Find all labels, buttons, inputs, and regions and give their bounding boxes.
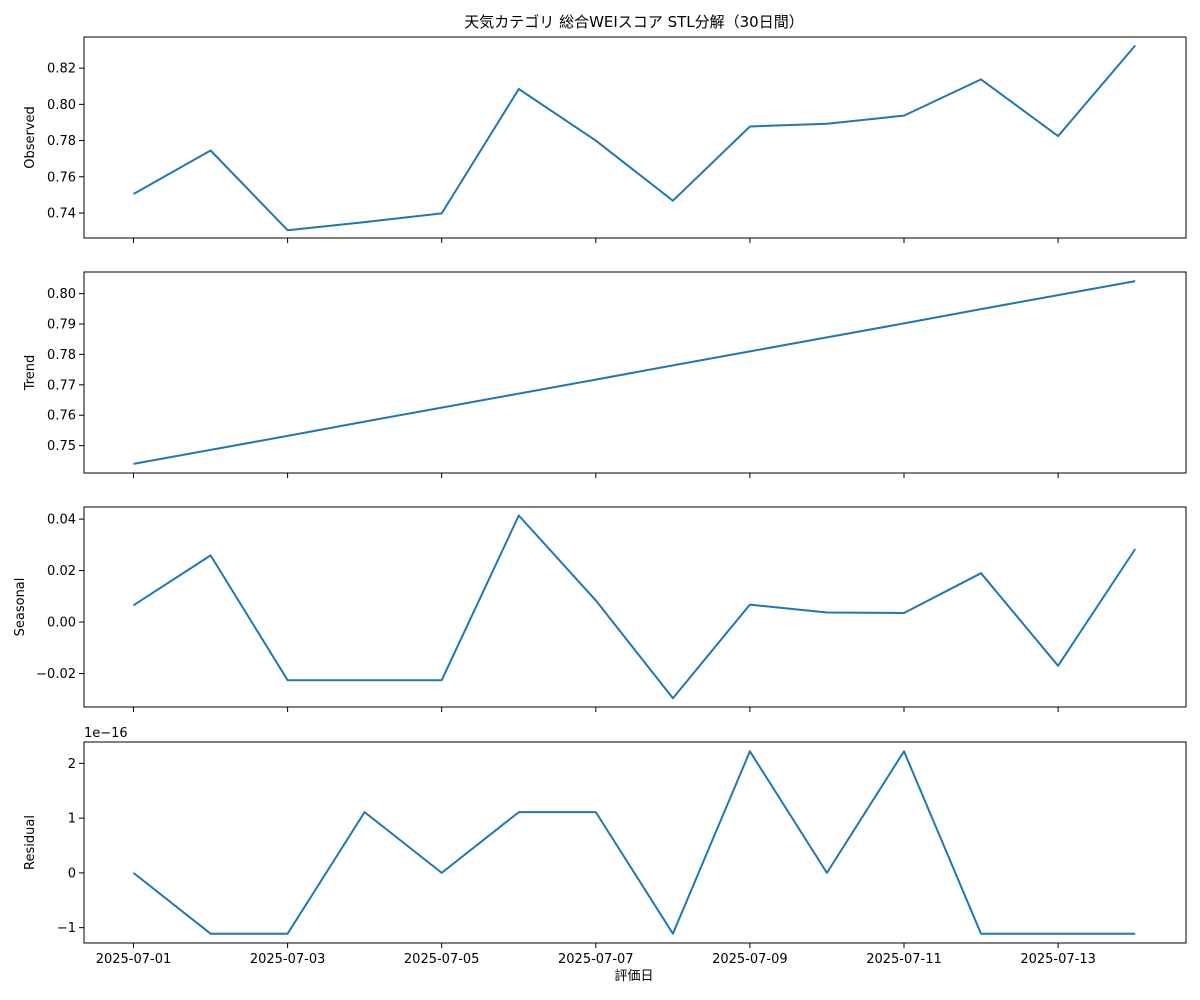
y-tick-label: 0.75 — [47, 439, 76, 454]
y-tick-label: 0.78 — [47, 348, 76, 363]
series-line-observed — [133, 44, 1136, 232]
series-line-residual — [132, 750, 1136, 935]
y-tick-label: 1 — [68, 812, 76, 827]
y-axis-label: Observed — [23, 106, 38, 169]
y-axis-label: Residual — [23, 815, 38, 870]
y-axis-label: Seasonal — [13, 578, 28, 637]
y-tick-label: 0.78 — [47, 134, 76, 149]
plot-frame — [83, 36, 1187, 239]
y-tick-label: −0.02 — [36, 667, 76, 682]
x-tick-label: 2025-07-01 — [96, 952, 172, 967]
y-tick-label: 0.02 — [47, 564, 76, 579]
x-tick-label: 2025-07-07 — [558, 952, 634, 967]
y-axis-label: Trend — [23, 355, 38, 392]
y-tick-label: 0.04 — [47, 513, 76, 528]
plot-frame — [83, 741, 1187, 944]
y-tick-label: 2 — [68, 757, 76, 772]
series-line-trend — [133, 280, 1136, 465]
y-tick-label: 0.00 — [47, 616, 76, 631]
y-tick-label: 0.76 — [47, 170, 76, 185]
y-tick-label: −1 — [57, 921, 76, 936]
chart-title: 天気カテゴリ 総合WEIスコア STL分解（30日間） — [464, 13, 803, 31]
panels-group: 0.74 0.76 0.78 0.80 0.82 Observed 0.75 0.76 0.77… — [13, 36, 1187, 967]
x-tick-label: 2025-07-09 — [712, 952, 788, 967]
x-tick-label: 2025-07-03 — [250, 952, 326, 967]
plot-frame — [83, 506, 1187, 708]
y-tick-label: 0.74 — [47, 207, 76, 222]
panel-observed: 0.74 0.76 0.78 0.80 0.82 Observed — [23, 36, 1187, 243]
x-tick-label: 2025-07-05 — [404, 952, 480, 967]
y-tick-label: 0.82 — [47, 62, 76, 77]
x-axis-label: 評価日 — [614, 969, 653, 984]
y-tick-label: 0.80 — [47, 287, 76, 302]
y-offset-label: 1e−16 — [84, 726, 128, 741]
y-tick-label: 0 — [68, 866, 76, 881]
panel-trend: 0.75 0.76 0.77 0.78 0.79 0.80 Trend — [23, 271, 1187, 478]
plot-frame — [83, 271, 1187, 474]
y-tick-label: 0.77 — [47, 378, 76, 393]
x-tick-label: 2025-07-13 — [1020, 952, 1096, 967]
panel-seasonal: −0.02 0.00 0.02 0.04 Seasonal — [13, 506, 1187, 712]
y-tick-label: 0.76 — [47, 409, 76, 424]
panel-residual: −1 0 1 2 2025-07-01 2025-07-03 2025-07-05 2025-… — [23, 726, 1187, 967]
series-line-seasonal — [132, 514, 1137, 700]
x-tick-label: 2025-07-11 — [866, 952, 942, 967]
y-tick-label: 0.79 — [47, 317, 76, 332]
y-tick-label: 0.80 — [47, 98, 76, 113]
